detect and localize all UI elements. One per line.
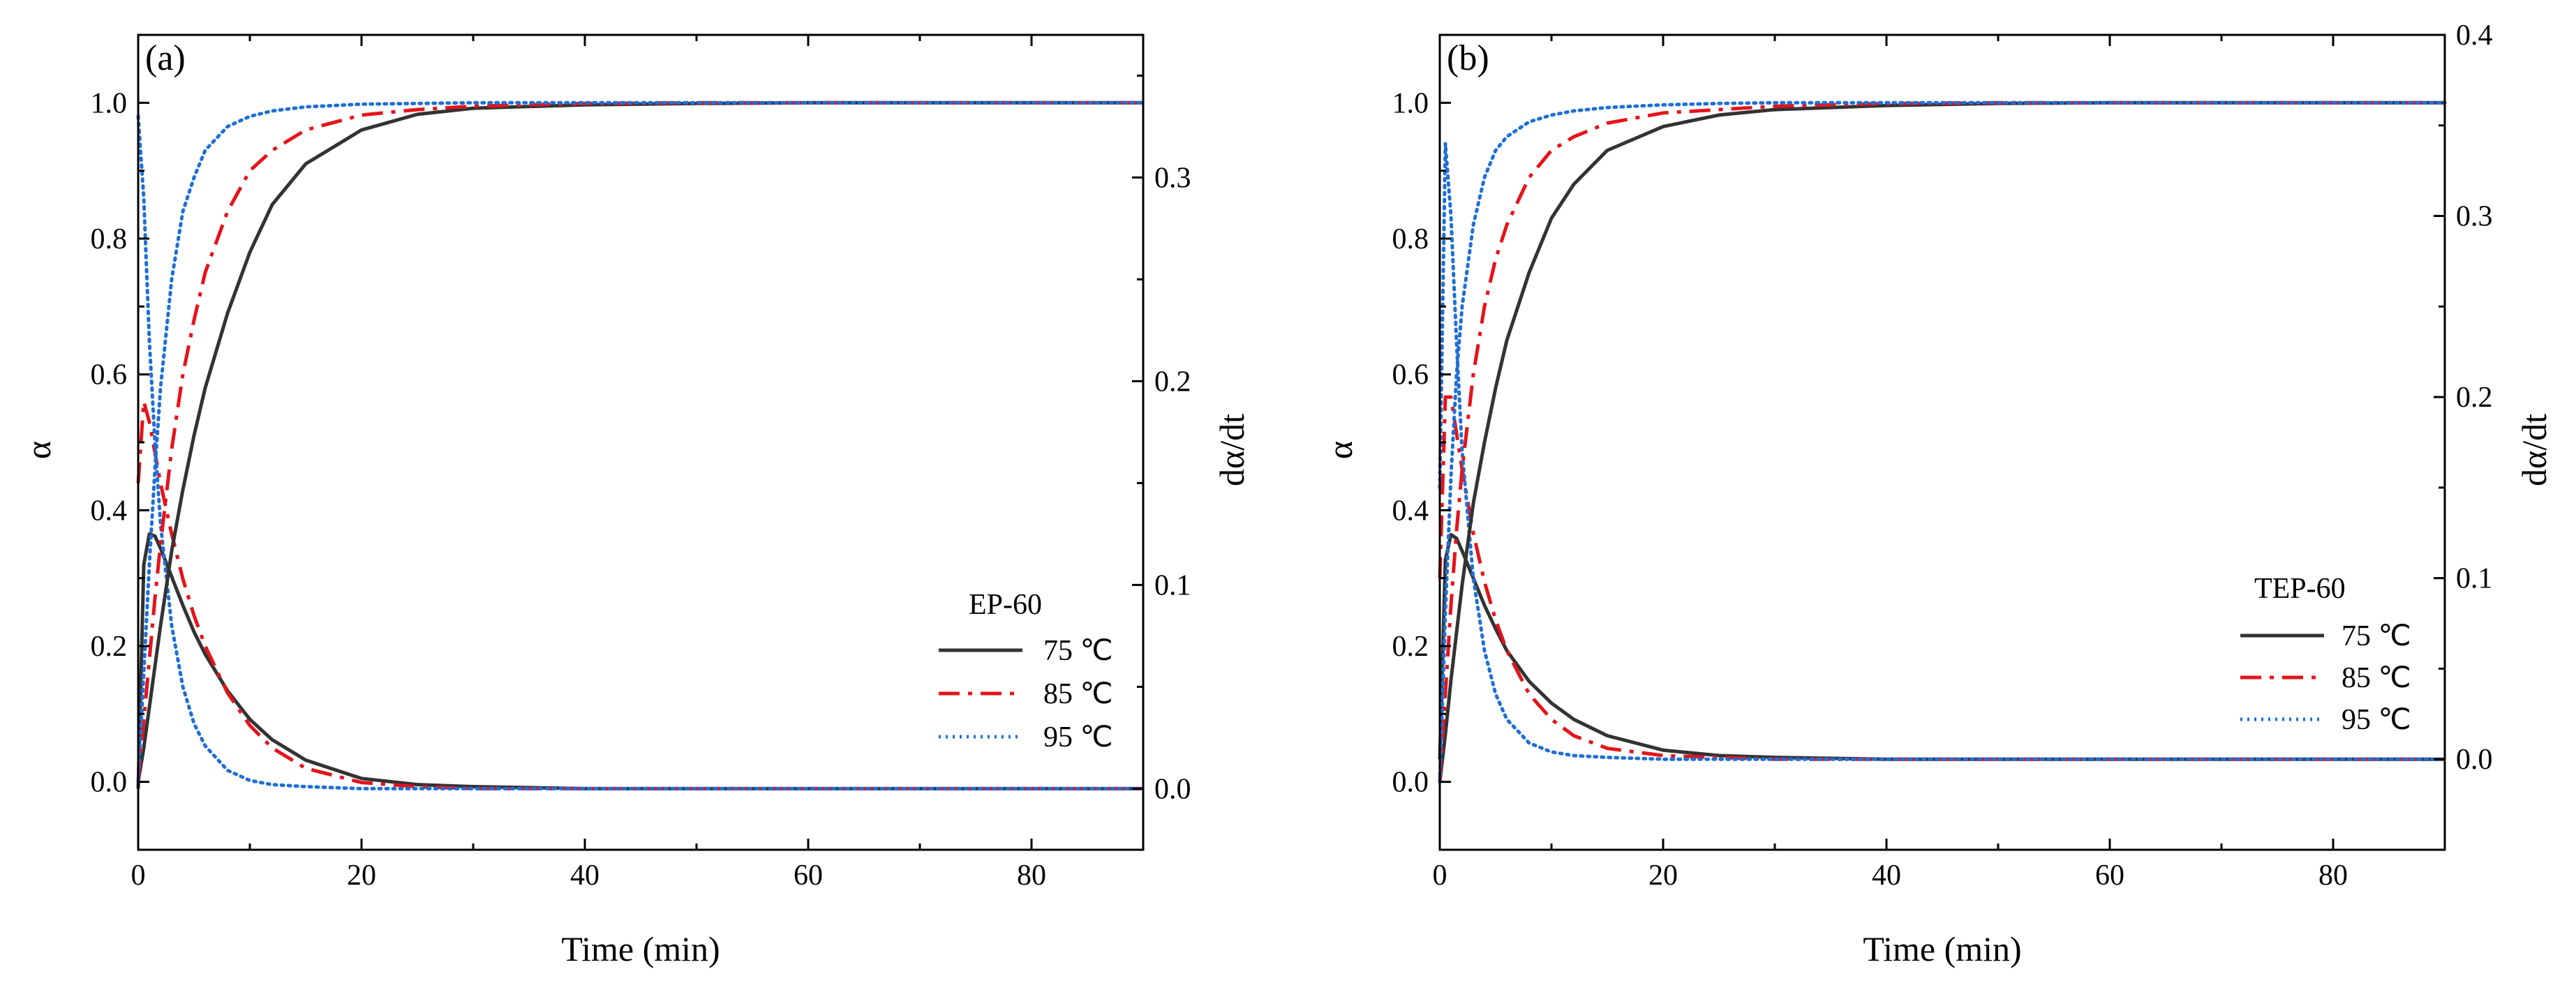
panel-a-alpha-series-85: [136, 100, 1143, 782]
panel-b-y-axis-title: α: [1320, 441, 1360, 459]
panel-b-legend: TEP-60 75 ℃ 85 ℃ 95 ℃: [2240, 573, 2411, 736]
panel-b-x-tick-label-20: 20: [1648, 860, 1678, 892]
panel-a-ticks: 0 20 40 60 80 0.0 0.2 0.4 0.6 0.8 1.0 0.0 0.1 0.2 0.3: [91, 33, 1191, 892]
panel-b-alpha-series-75: [1438, 100, 2445, 782]
panel-b-chart: 0 20 40 60 80 0.0 0.2 0.4 0.6 0.8 1.0 0.0 0.1 0.2 0.3 0…: [1320, 20, 2554, 968]
panel-a-alpha-series-95: [136, 100, 1145, 784]
panel-b-x-tick-label-60: 60: [2095, 860, 2124, 892]
panel-b-y-tick-label-0.0: 0.0: [1392, 767, 1429, 799]
panel-a-x-tick-label-0: 0: [131, 860, 146, 892]
panel-b-alpha-series-95: [1438, 100, 2447, 784]
panel-a-y-axis-title: α: [19, 441, 58, 459]
panel-b-y-tick-label-0.4: 0.4: [1392, 495, 1429, 527]
panel-b-legend-label-95: 95 ℃: [2342, 704, 2411, 736]
panel-a-legend-title: EP-60: [969, 589, 1042, 621]
panel-b-y2-axis-title: dα/dt: [2515, 414, 2554, 486]
panel-a-rate-series-75: [136, 532, 1143, 790]
panel-b-rate-series-75: [1438, 532, 2445, 761]
panel-a-chart: 0 20 40 60 800.00.20.40.60.81.00.00.10.20.3 …: [19, 33, 1251, 968]
panel-b-y2-tick-label-0.0: 0.0: [2456, 744, 2493, 776]
panel-a-y2-tick-label-0.2: 0.2: [1154, 366, 1191, 398]
panel-b-y2-tick-label-0.3: 0.3: [2456, 201, 2493, 233]
panel-a-legend-label-75: 75 ℃: [1043, 635, 1113, 667]
panel-b-legend-title: TEP-60: [2254, 573, 2346, 605]
panel-a-x-tick-label-60: 60: [794, 860, 823, 892]
panel-a-legend-label-85: 85 ℃: [1043, 678, 1113, 710]
panel-a-x-tick-label-40: 40: [570, 860, 600, 892]
panel-a-plot-area: [136, 100, 1145, 790]
panel-b-alpha-series-85: [1438, 100, 2445, 782]
panel-a-plot-frame: [137, 33, 1145, 851]
panel-a-y2-axis-title: dα/dt: [1212, 414, 1251, 486]
panel-a-rate-series-95: [136, 114, 1145, 790]
panel-b-label: (b): [1447, 38, 1489, 78]
panel-a-label: (a): [145, 38, 186, 78]
panel-b-y2-tick-label-0.4: 0.4: [2456, 20, 2493, 52]
panel-a-x-tick-label-80: 80: [1017, 860, 1046, 892]
panel-a-alpha-series-75: [136, 100, 1143, 783]
panel-b-legend-label-85: 85 ℃: [2342, 662, 2411, 694]
panel-a-legend: EP-60 75 ℃ 85 ℃ 95 ℃: [939, 589, 1113, 753]
panel-a-y-tick-label-0.4: 0.4: [91, 495, 128, 527]
panel-a-y2-tick-label-0.1: 0.1: [1154, 569, 1191, 601]
panel-a-x-tick-label-20: 20: [347, 860, 376, 892]
panel-a-y-tick-label-0.0: 0.0: [91, 767, 128, 799]
panel-a-x-axis-title: Time (min): [561, 929, 720, 968]
panel-a-legend-label-95: 95 ℃: [1043, 721, 1113, 753]
panel-b-legend-label-75: 75 ℃: [2342, 620, 2411, 652]
panel-b-y-tick-label-1.0: 1.0: [1392, 87, 1429, 119]
panel-b-y2-tick-label-0.2: 0.2: [2456, 382, 2493, 414]
panel-b-y-tick-label-0.8: 0.8: [1392, 223, 1429, 255]
panel-b-x-axis-title: Time (min): [1863, 929, 2021, 968]
panel-a-y2-tick-label-0.3: 0.3: [1154, 162, 1191, 194]
panel-b-y2-tick-label-0.1: 0.1: [2456, 563, 2493, 595]
panel-b-ticks: 0 20 40 60 80 0.0 0.2 0.4 0.6 0.8 1.0 0.0 0.1 0.2 0.3 0…: [1392, 20, 2493, 892]
panel-a-y-tick-label-0.2: 0.2: [91, 631, 128, 663]
panel-b-x-tick-label-0: 0: [1433, 860, 1447, 892]
panel-b-rate-series-95: [1438, 142, 2447, 761]
panel-a-y2-tick-label-0.0: 0.0: [1154, 773, 1191, 805]
panel-a-y-tick-label-0.8: 0.8: [91, 223, 128, 255]
panel-b-y-tick-label-0.6: 0.6: [1392, 359, 1429, 391]
panel-a-y-tick-label-1.0: 1.0: [91, 87, 128, 119]
panel-b-x-tick-label-80: 80: [2318, 860, 2348, 892]
panel-b-plot-area: [1438, 100, 2447, 784]
panel-b-x-tick-label-40: 40: [1872, 860, 1901, 892]
panel-b-y-tick-label-0.2: 0.2: [1392, 631, 1429, 663]
panel-a-y-tick-label-0.6: 0.6: [91, 359, 128, 391]
panel-b-rate-series-85: [1438, 395, 2445, 761]
